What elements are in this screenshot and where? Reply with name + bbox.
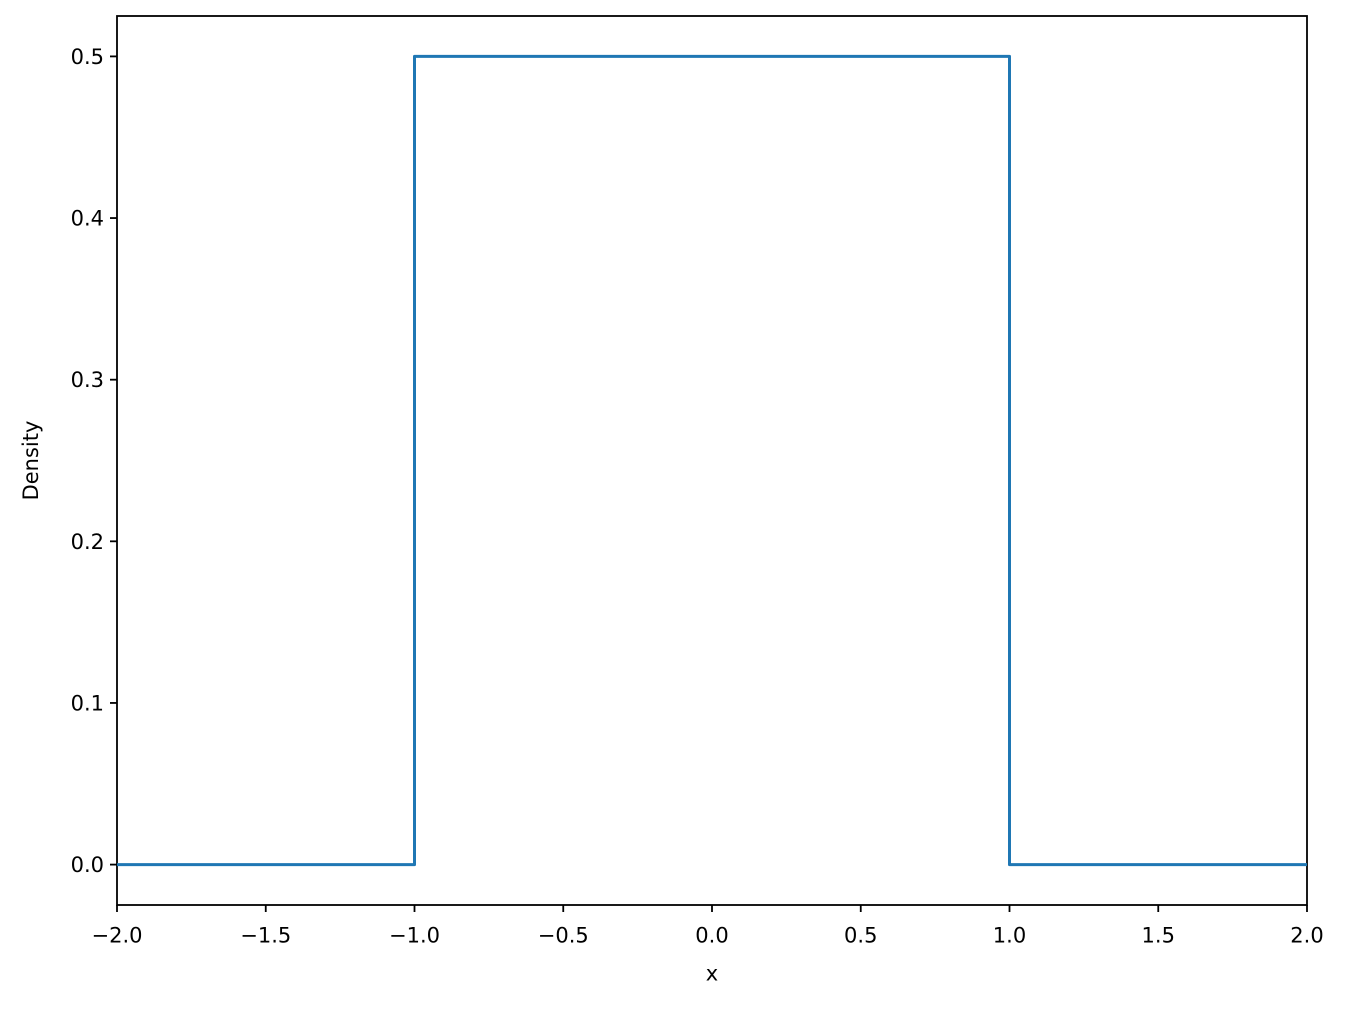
y-tick-label: 0.4 [71, 207, 104, 231]
y-tick-label: 0.2 [71, 530, 104, 554]
x-tick-label: 2.0 [1290, 924, 1323, 948]
x-tick-label: −1.0 [389, 924, 440, 948]
y-axis-label: Density [19, 421, 43, 501]
y-tick-label: 0.5 [71, 45, 104, 69]
density-line [117, 54, 1307, 867]
x-tick-label: −2.0 [92, 924, 143, 948]
x-tick-label: 1.0 [993, 924, 1026, 948]
axes-spines [116, 15, 1308, 906]
x-tick-label: −1.5 [240, 924, 291, 948]
x-axis-label: x [706, 962, 718, 986]
x-tick-label: −0.5 [538, 924, 589, 948]
x-tick-label: 0.5 [844, 924, 877, 948]
y-tick-label: 0.1 [71, 691, 104, 715]
x-tick-label: 1.5 [1142, 924, 1175, 948]
y-tick-label: 0.3 [71, 368, 104, 392]
x-tick-label: 0.0 [695, 924, 728, 948]
y-tick-label: 0.0 [71, 853, 104, 877]
